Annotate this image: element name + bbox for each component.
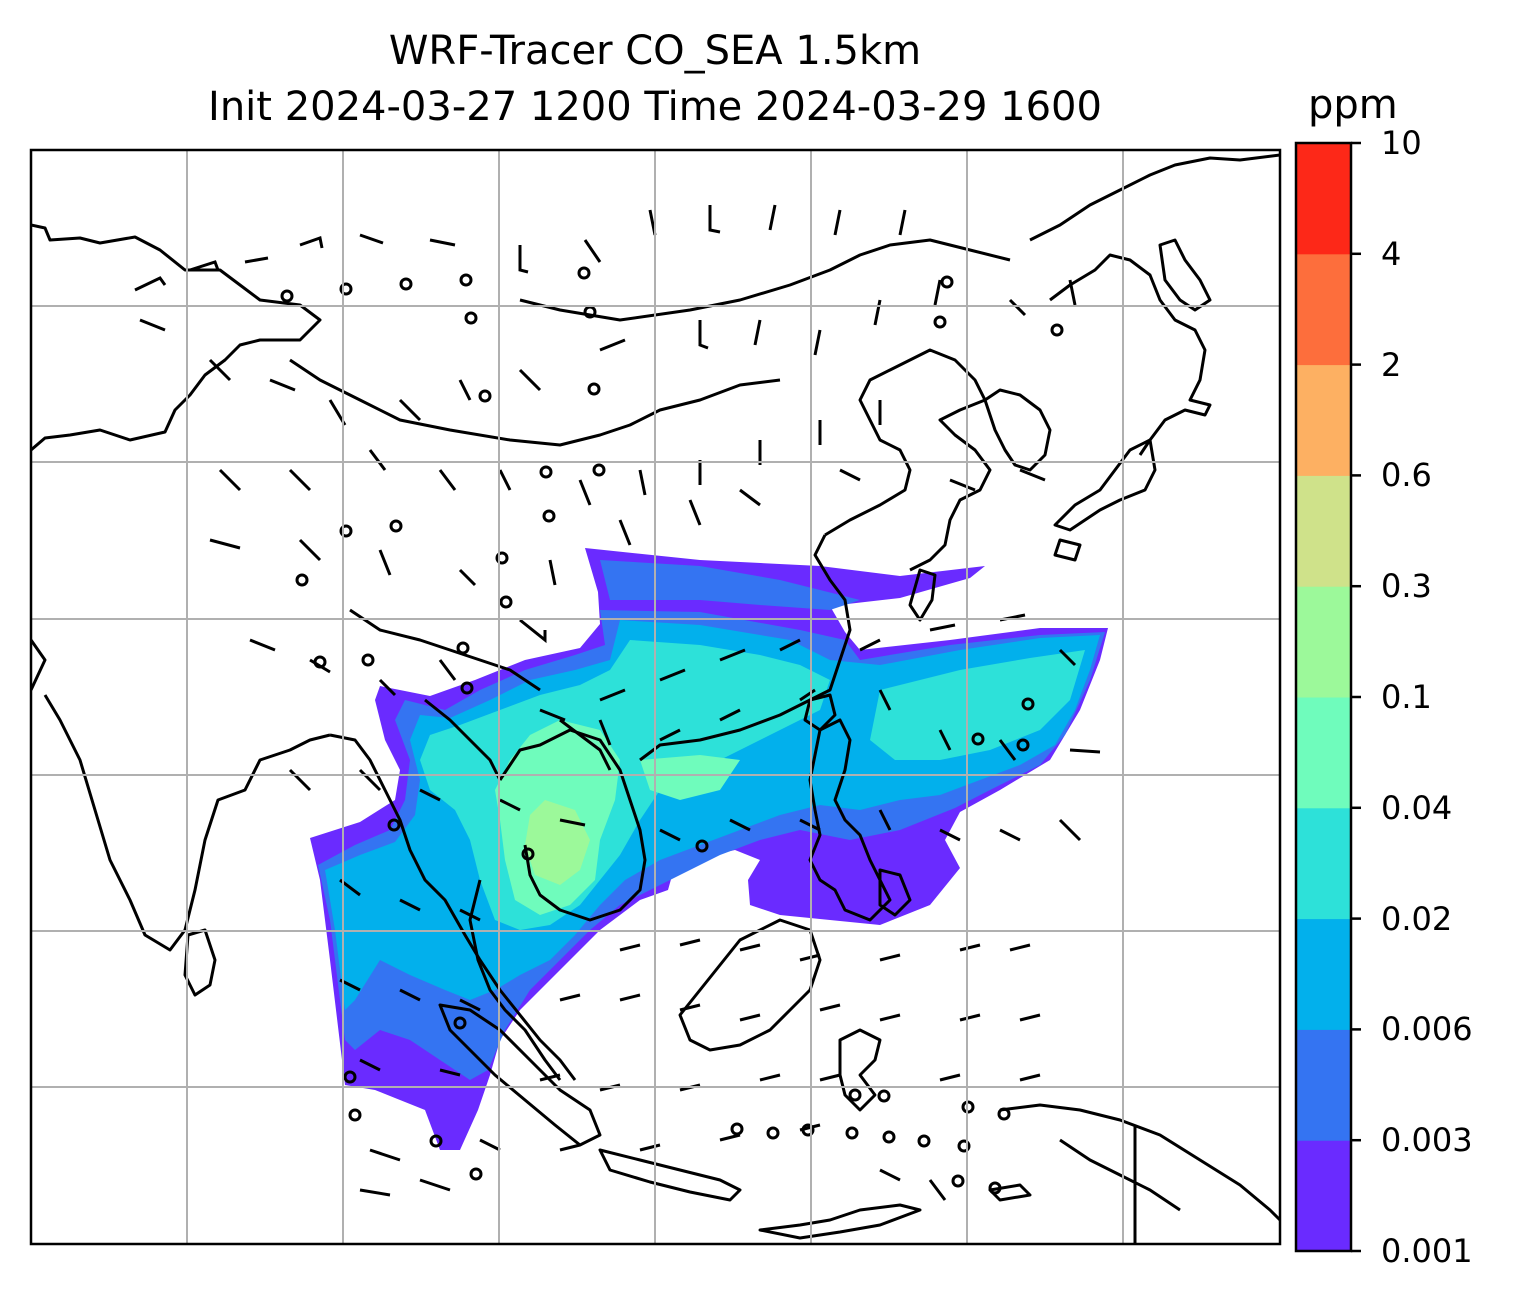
colorbar-segment (1296, 1029, 1351, 1141)
philippines (808, 718, 912, 922)
colorbar-tick-label: 2 (1381, 345, 1402, 384)
sulawesi (838, 1028, 882, 1112)
colorbar-tick-label: 0.1 (1381, 678, 1432, 716)
colorbar (1294, 141, 1361, 1253)
japan-islands (1053, 238, 1212, 562)
bay-of-bengal-east-coast (329, 733, 577, 1081)
gridlines (31, 150, 1280, 1244)
colorbar-tick-label: 0.003 (1381, 1121, 1473, 1160)
lesser-sunda-islands (758, 1183, 1032, 1240)
colorbar-tick-label: 0.006 (1381, 1010, 1473, 1049)
new-guinea (999, 1103, 1280, 1222)
colorbar-segment (1296, 253, 1351, 366)
sumatra (438, 1003, 602, 1147)
calm-markers (280, 266, 1064, 1195)
map-panel (31, 150, 1280, 1244)
colorbar-segment (1296, 475, 1351, 587)
map-title-line2: Init 2024-03-27 1200 Time 2024-03-29 160… (208, 84, 1102, 130)
hainan (803, 693, 837, 732)
gulf-of-tonkin (639, 534, 852, 762)
map-title-line1: WRF-Tracer CO_SEA 1.5km (388, 28, 922, 74)
colorbar-segment (1296, 697, 1351, 809)
korea-peninsula (983, 388, 1052, 472)
colorbar-tick-label: 10 (1381, 124, 1422, 162)
malay-peninsula (468, 879, 562, 1081)
colorbar-unit: ppm (1308, 82, 1398, 128)
northeast-asia-coast (1029, 153, 1280, 456)
colorbar-tick-label: 0.001 (1381, 1232, 1473, 1270)
map-frame (29, 148, 1282, 1246)
colorbar-tick-label: 0.3 (1381, 567, 1432, 606)
colorbar-segment (1296, 364, 1351, 476)
java (598, 1148, 742, 1202)
colorbar-tick-label: 0.6 (1381, 456, 1432, 495)
colorbar-segment (1296, 807, 1351, 920)
colorbar-segment (1296, 143, 1351, 255)
colorbar-segment (1296, 586, 1351, 698)
colorbar-tick-label: 0.02 (1381, 899, 1453, 938)
colorbar-segment (1296, 918, 1351, 1030)
colorbar-segment (1296, 1140, 1351, 1252)
taiwan (908, 568, 937, 622)
asia-mainland-coast (31, 223, 322, 452)
colorbar-tick-label: 0.04 (1381, 788, 1453, 827)
indochina-coast (498, 728, 647, 922)
colorbar-tick-label: 4 (1381, 234, 1402, 273)
